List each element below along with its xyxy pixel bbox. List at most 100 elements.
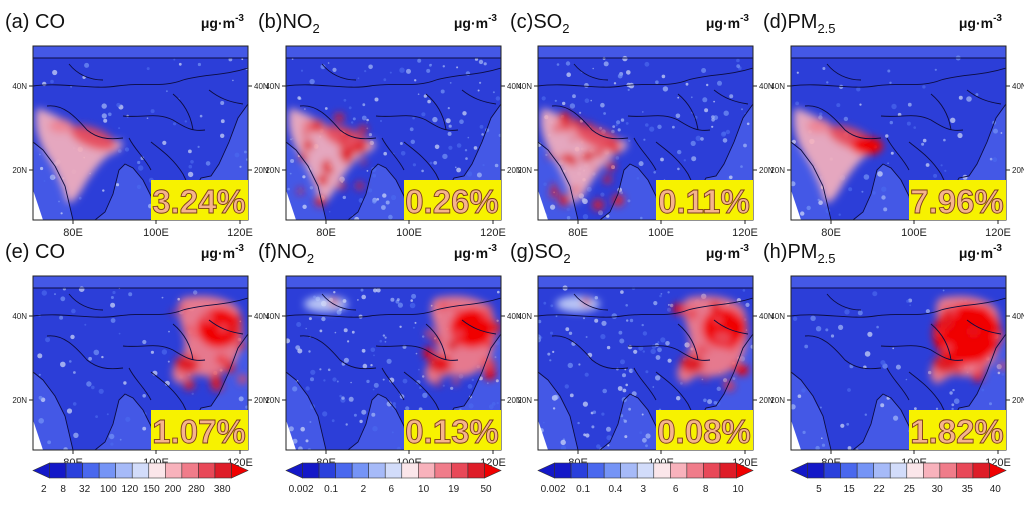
panel-species: NO — [277, 241, 307, 263]
lat-tick-label: 20N — [12, 396, 27, 405]
lon-tick-label: 120E — [732, 227, 758, 239]
colorbar-segment — [889, 462, 908, 479]
colorbar-segment — [467, 462, 485, 479]
lon-tick-label: 100E — [901, 227, 927, 239]
colorbar-segment — [49, 462, 67, 479]
lat-tick-label: 20N — [517, 166, 532, 175]
domain-edge-left — [791, 420, 801, 450]
colorbar-segment — [570, 462, 588, 479]
coastline — [791, 287, 1006, 450]
units-label: μg·m-3 — [959, 13, 1003, 31]
colorbar-segment — [636, 462, 655, 479]
panel-species: SO — [534, 241, 563, 263]
lon-tick-label: 100E — [396, 227, 422, 239]
map-frame — [32, 45, 249, 221]
panel-title: (b)NO2 — [258, 11, 320, 36]
lat-tick-label-right: 40N — [254, 312, 269, 321]
panel-d: 80E 100E 120E 40N 40N 20N 20N 7.96% (d)PM2.5 μg·m… — [763, 11, 1024, 239]
domain-edge-left — [33, 190, 43, 220]
colorbar-tick-label: 0.4 — [608, 484, 622, 495]
map-frame — [537, 45, 754, 221]
units-base: μg·m — [706, 245, 740, 261]
coastline — [286, 287, 501, 450]
lat-tick-label-right: 20N — [759, 166, 774, 175]
colorbar-tick-label: 6 — [389, 484, 395, 495]
lon-tick-label: 80E — [316, 227, 336, 239]
map-area — [286, 46, 501, 220]
units-exponent: -3 — [993, 243, 1002, 254]
colorbar-tick-label: 6 — [673, 484, 679, 495]
lat-tick-label-right: 40N — [759, 82, 774, 91]
colorbar-segment — [719, 462, 737, 479]
map-frame — [285, 45, 502, 221]
colorbar-segment — [131, 462, 150, 479]
units-label: μg·m-3 — [201, 243, 245, 261]
country-borders — [791, 63, 1006, 207]
coastline — [286, 57, 501, 220]
lat-tick-label-right: 20N — [1012, 396, 1024, 405]
coastline — [33, 57, 248, 220]
map-frame — [32, 275, 249, 451]
lon-tick-label: 120E — [480, 227, 506, 239]
panel-species-subscript: 2 — [563, 251, 570, 266]
colorbar-segment — [840, 462, 858, 479]
panel-tag: (c) — [510, 11, 533, 33]
colorbar-segment — [906, 462, 924, 479]
map-area — [538, 276, 753, 450]
colorbar-segment — [181, 462, 199, 479]
units-base: μg·m — [454, 15, 488, 31]
units-label: μg·m-3 — [706, 243, 750, 261]
percent-badge: 0.13% — [405, 413, 499, 450]
colorbar-arrow-right — [484, 462, 502, 479]
percent-badge: 0.08% — [657, 413, 751, 450]
percent-badge-bg — [909, 180, 1006, 220]
panel-species-subscript: 2 — [307, 251, 314, 266]
colorbar-tick-label: 100 — [100, 484, 117, 495]
colorbar-segment — [82, 462, 100, 479]
units-exponent: -3 — [993, 13, 1002, 24]
percent-badge: 0.26% — [405, 183, 499, 220]
colorbar-arrow-left — [32, 462, 50, 479]
panel-species: PM — [787, 241, 817, 263]
colorbar-segment — [351, 462, 369, 479]
colorbar-tick-label: 30 — [932, 484, 944, 495]
colorbar-tick-label: 15 — [844, 484, 856, 495]
colorbar-segment — [65, 462, 83, 479]
lat-tick-label-right: 20N — [507, 396, 522, 405]
colorbar-segment — [214, 462, 232, 479]
map-frame — [285, 275, 502, 451]
lat-tick-label: 20N — [265, 166, 280, 175]
panel-title: (g)SO2 — [510, 241, 571, 266]
colorbar-tick-label: 8 — [703, 484, 709, 495]
colorbar-segment — [923, 462, 941, 479]
panel-tag: (g) — [510, 241, 534, 263]
hotspot — [171, 296, 247, 392]
colorbar-segment — [856, 462, 874, 479]
domain-edge-left — [286, 190, 296, 220]
domain-edge-left — [791, 190, 801, 220]
colorbar-tick-label: 25 — [904, 484, 916, 495]
domain-edge-left — [286, 420, 296, 450]
panel-species-subscript: 2 — [312, 21, 319, 36]
hotspot — [793, 108, 883, 203]
hotspot — [930, 296, 1006, 384]
colorbar-tick-label: 50 — [480, 484, 492, 495]
colorbar-segment — [368, 462, 386, 479]
lat-tick-label-right: 20N — [759, 396, 774, 405]
country-borders — [286, 293, 501, 437]
colorbar-0: 2 8 32 100 120 150 200 280 380 — [32, 462, 249, 495]
percent-badge-bg — [656, 410, 753, 450]
colorbar-2: 0.002 0.1 0.4 3 6 8 10 — [537, 462, 754, 495]
units-label: μg·m-3 — [454, 243, 498, 261]
percent-badge: 1.07% — [152, 413, 246, 450]
lat-tick-label: 20N — [517, 396, 532, 405]
panel-tag: (h) — [763, 241, 787, 263]
colorbar-tick-label: 35 — [962, 484, 974, 495]
lat-tick-label: 20N — [770, 396, 785, 405]
panel-tag: (f) — [258, 241, 277, 263]
lat-tick-label-right: 20N — [507, 166, 522, 175]
lon-tick-label: 120E — [985, 227, 1011, 239]
